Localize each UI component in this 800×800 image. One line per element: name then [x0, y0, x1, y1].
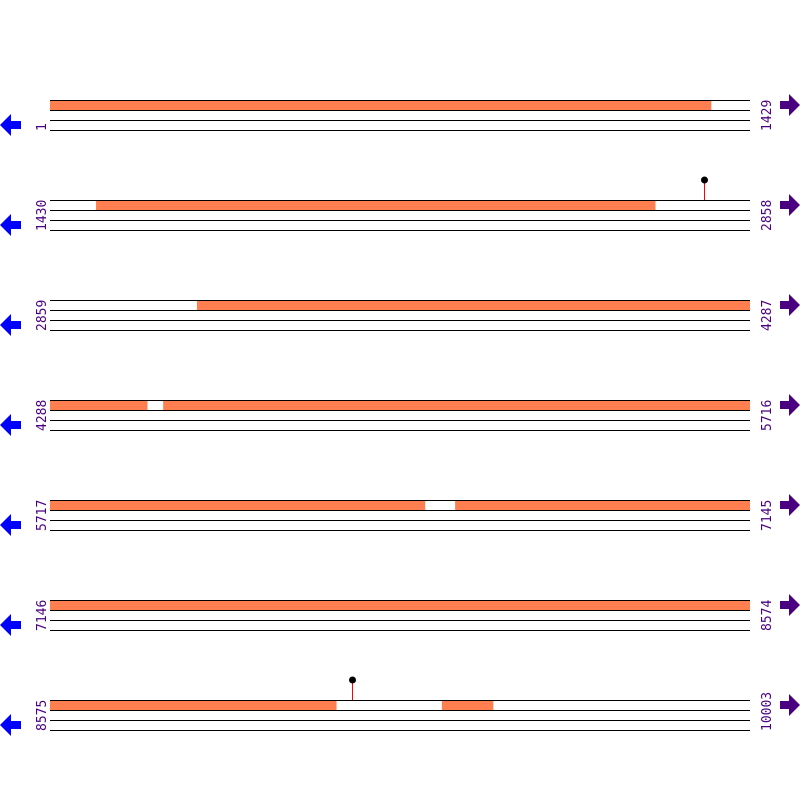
arrow-left-icon[interactable]	[0, 514, 21, 536]
feature-block[interactable]	[50, 400, 148, 410]
sequence-row: 4288 5716	[0, 394, 800, 436]
arrow-right-icon[interactable]	[780, 394, 800, 416]
arrow-left-icon[interactable]	[0, 114, 21, 136]
sequence-row: 7146 8574	[0, 594, 800, 636]
row-start-label: 2859	[35, 300, 50, 331]
arrow-right-icon[interactable]	[780, 494, 800, 516]
row-end-label: 7145	[760, 500, 775, 531]
feature-block[interactable]	[455, 500, 750, 510]
sequence-row: 1 1429	[0, 94, 800, 136]
feature-block[interactable]	[50, 700, 337, 710]
arrow-right-icon[interactable]	[780, 694, 800, 716]
arrow-left-icon[interactable]	[0, 714, 21, 736]
row-end-label: 5716	[760, 400, 775, 431]
row-end-label: 8574	[760, 600, 775, 631]
arrow-right-icon[interactable]	[780, 594, 800, 616]
row-start-label: 8575	[35, 700, 50, 731]
feature-block[interactable]	[96, 200, 656, 210]
row-start-label: 7146	[35, 600, 50, 631]
sequence-row: 1430 2858	[0, 176, 800, 236]
row-start-label: 5717	[35, 500, 50, 531]
feature-block[interactable]	[196, 300, 750, 310]
arrow-left-icon[interactable]	[0, 414, 21, 436]
sequence-row: 2859 4287	[0, 294, 800, 336]
feature-block[interactable]	[163, 400, 750, 410]
arrow-right-icon[interactable]	[780, 194, 800, 216]
feature-block[interactable]	[50, 600, 750, 610]
feature-block[interactable]	[50, 100, 712, 110]
row-start-label: 1430	[35, 200, 50, 231]
row-start-label: 4288	[35, 400, 50, 431]
arrow-right-icon[interactable]	[780, 94, 800, 116]
row-start-label: 1	[35, 123, 50, 131]
feature-block[interactable]	[50, 500, 426, 510]
feature-block[interactable]	[441, 700, 494, 710]
row-end-label: 2858	[760, 200, 775, 231]
marker-head[interactable]	[701, 176, 708, 184]
arrow-left-icon[interactable]	[0, 314, 21, 336]
row-end-label: 4287	[760, 300, 775, 331]
arrow-right-icon[interactable]	[780, 294, 800, 316]
sequence-row: 8575 10003	[0, 676, 800, 736]
marker-head[interactable]	[349, 676, 356, 684]
arrow-left-icon[interactable]	[0, 214, 21, 236]
row-end-label: 10003	[760, 692, 775, 731]
arrow-left-icon[interactable]	[0, 614, 21, 636]
sequence-row: 5717 7145	[0, 494, 800, 536]
row-end-label: 1429	[760, 100, 775, 131]
